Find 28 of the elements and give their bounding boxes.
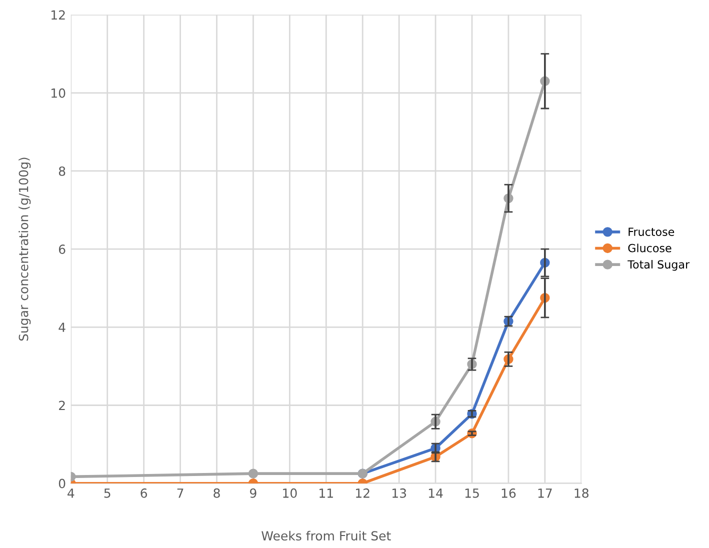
x-tick-label: 16 <box>502 488 516 498</box>
x-tick-label: 9 <box>250 488 256 498</box>
y-tick-label: 8 <box>58 166 66 176</box>
x-tick-label: 13 <box>392 488 406 498</box>
y-tick-label: 0 <box>58 478 66 488</box>
x-tick-label: 5 <box>104 488 110 498</box>
y-tick-label: 2 <box>59 400 65 410</box>
x-tick-label: 10 <box>283 488 297 498</box>
x-tick-label: 18 <box>574 488 588 498</box>
x-tick-label: 11 <box>320 488 333 498</box>
x-tick-label: 15 <box>465 488 479 498</box>
x-tick-label: 17 <box>538 488 552 498</box>
point <box>248 468 258 478</box>
x-tick-label: 14 <box>428 488 443 498</box>
x-tick-label: 8 <box>214 488 220 498</box>
x-tick-label: 4 <box>68 488 74 498</box>
x-tick-label: 7 <box>177 488 184 498</box>
legend-label: Fructose <box>628 228 674 236</box>
y-tick-label: 12 <box>52 10 65 20</box>
y-tick-label: 4 <box>58 322 66 332</box>
x-tick-label: 6 <box>140 488 148 498</box>
y-tick-label: 6 <box>58 244 66 254</box>
legend-label: Glucose <box>628 244 672 252</box>
legend-label: Total Sugar <box>628 260 690 271</box>
x-tick-label: 12 <box>356 488 370 498</box>
y-tick-label: 10 <box>52 88 66 98</box>
x-axis-title: Weeks from Fruit Set <box>262 530 391 541</box>
y-axis-title: Sugar concentration (g/100g) <box>18 158 31 341</box>
